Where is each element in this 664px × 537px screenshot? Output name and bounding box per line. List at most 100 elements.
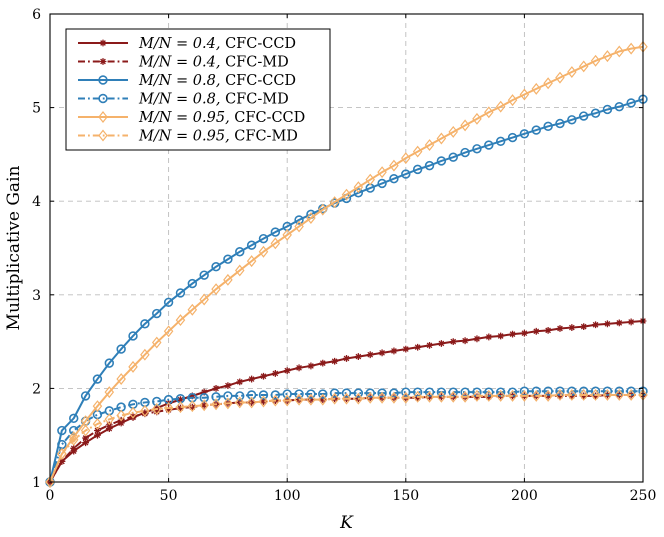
data-point: [460, 390, 470, 403]
data-point: [365, 173, 375, 186]
data-point: [235, 391, 245, 401]
data-point: [580, 323, 588, 331]
data-point: [436, 387, 447, 397]
data-point: [80, 391, 91, 401]
data-point: [57, 447, 67, 460]
data-point: [140, 348, 150, 361]
data-point: [141, 410, 149, 418]
legend-swatch-marker: [99, 58, 107, 65]
data-point: [389, 391, 399, 404]
data-point: [282, 394, 292, 407]
legend-label: M/N = 0.95, CFC-MD: [138, 129, 298, 145]
data-point: [270, 237, 281, 250]
data-point: [258, 395, 269, 408]
data-point: [495, 387, 506, 397]
data-point: [187, 278, 198, 289]
data-point: [448, 125, 459, 138]
data-point: [614, 388, 625, 401]
data-point: [567, 66, 577, 78]
data-point: [556, 325, 564, 332]
data-point: [163, 297, 174, 307]
series-4: [45, 386, 648, 487]
data-point: [436, 390, 447, 403]
legend-label-math: M/N = 0.4,: [138, 55, 220, 71]
data-point: [414, 343, 422, 351]
series-line: [49, 393, 643, 483]
series-line: [49, 393, 643, 483]
legend-swatch-marker: [98, 111, 108, 123]
data-point: [473, 335, 481, 343]
x-axis-label: K: [339, 513, 354, 533]
data-point: [82, 439, 89, 447]
data-point: [318, 393, 328, 406]
data-point: [626, 98, 636, 108]
data-point: [402, 345, 410, 353]
data-point: [82, 434, 89, 442]
data-point: [543, 121, 553, 132]
x-tick-label: 200: [511, 488, 538, 504]
data-point: [389, 159, 399, 172]
data-point: [57, 425, 67, 436]
data-point: [248, 375, 256, 383]
data-point: [590, 388, 601, 401]
y-tick-label: 1: [32, 475, 41, 491]
data-point: [80, 424, 91, 437]
data-point: [151, 336, 162, 349]
y-tick-label: 5: [32, 101, 41, 117]
data-point: [401, 387, 411, 397]
legend-label-math: M/N = 0.4,: [138, 36, 220, 52]
data-point: [626, 388, 636, 401]
data-point: [567, 115, 577, 125]
data-point: [543, 389, 553, 402]
data-point: [58, 458, 66, 465]
data-point: [175, 401, 186, 414]
data-point: [188, 392, 196, 400]
data-point: [224, 382, 232, 389]
data-point: [460, 119, 470, 132]
data-point: [626, 42, 636, 55]
data-point: [270, 390, 281, 400]
data-point: [234, 396, 245, 409]
legend-label-math: M/N = 0.8,: [138, 73, 220, 89]
data-point: [472, 112, 482, 125]
data-point: [248, 399, 256, 406]
data-point: [555, 388, 565, 401]
data-point: [377, 391, 387, 404]
data-point: [341, 188, 352, 201]
data-point: [507, 132, 518, 143]
data-point: [365, 391, 375, 404]
y-tick-label: 3: [32, 288, 41, 304]
legend-label: M/N = 0.4, CFC-CCD: [138, 36, 296, 52]
x-tick-label: 250: [630, 488, 657, 504]
data-point: [377, 178, 387, 189]
data-point: [341, 388, 352, 398]
data-point: [437, 340, 445, 347]
data-point: [461, 337, 469, 345]
data-point: [484, 389, 494, 402]
legend-label-math: M/N = 0.95,: [138, 110, 230, 126]
data-point: [271, 370, 279, 377]
data-point: [590, 54, 601, 67]
data-point: [436, 156, 447, 166]
data-point: [319, 359, 327, 367]
data-point: [604, 320, 611, 328]
data-point: [331, 357, 339, 365]
plot-frame: [49, 13, 644, 483]
data-point: [602, 104, 613, 115]
data-point: [531, 82, 542, 95]
data-point: [129, 413, 137, 420]
data-point: [578, 111, 589, 121]
data-point: [199, 270, 209, 280]
legend-label: M/N = 0.4, CFC-MD: [138, 55, 289, 71]
data-point: [140, 404, 150, 417]
y-tick-label: 4: [32, 194, 41, 210]
data-point: [94, 431, 101, 439]
data-point: [412, 390, 423, 403]
data-point: [116, 344, 126, 354]
data-point: [235, 247, 245, 257]
data-point: [177, 396, 184, 404]
series-line: [49, 390, 643, 483]
data-point: [412, 145, 423, 158]
